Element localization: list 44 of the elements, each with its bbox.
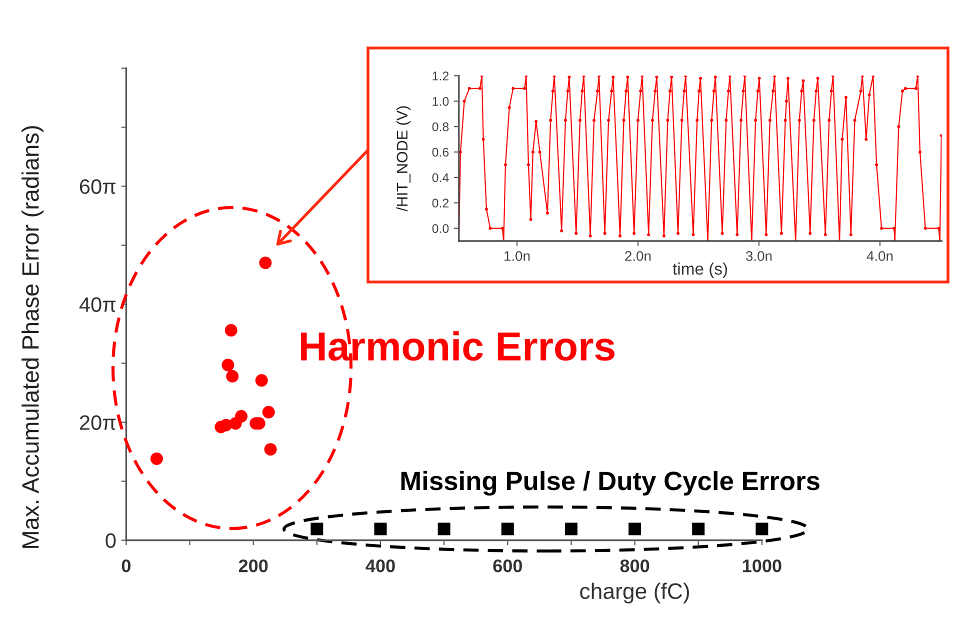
y-axis-title: /HIT_NODE (V) <box>396 106 411 212</box>
point <box>264 443 277 456</box>
x-tick-label: 200 <box>238 559 268 572</box>
point <box>310 522 324 536</box>
series-label: Missing Pulse / Duty Cycle Errors <box>401 470 820 496</box>
point <box>438 522 450 536</box>
point <box>255 374 268 387</box>
x-tick-label: 2.0n <box>625 251 651 261</box>
x-tick-label: 400 <box>366 559 395 572</box>
point <box>226 370 239 383</box>
y-tick-label: 0.2 <box>432 198 449 208</box>
y-tick-label: 0.4 <box>432 173 449 182</box>
point <box>222 358 234 372</box>
x-axis-title: charge (fC) <box>580 582 689 604</box>
point <box>150 452 163 465</box>
x-axis-title: time (s) <box>672 262 728 278</box>
x-tick-label: 800 <box>620 559 650 572</box>
x-tick-label: 0 <box>122 559 130 572</box>
point <box>692 522 705 536</box>
y-tick-label: 0.0 <box>432 224 449 233</box>
x-tick-label: 1000 <box>742 559 782 572</box>
y-tick-label: 1.0 <box>432 96 449 106</box>
x-tick-label: 3.0n <box>746 251 772 261</box>
y-axis-title: Max. Accumulated Phase Error (radians) <box>22 126 44 548</box>
y-tick-label: 0.6 <box>432 148 449 157</box>
x-tick-label: 4.0n <box>866 251 893 261</box>
point <box>262 406 275 418</box>
y-tick-label: 0.8 <box>432 122 449 132</box>
point <box>224 324 238 337</box>
y-tick-label: 1.2 <box>432 72 449 80</box>
y-tick-label: 0 <box>106 533 116 548</box>
point <box>259 256 272 270</box>
point <box>220 418 232 432</box>
y-tick-label: 40π <box>79 297 116 312</box>
point <box>628 522 642 536</box>
y-tick-label: 20π <box>80 415 116 430</box>
point <box>564 522 578 536</box>
x-tick-label: 1.0n <box>504 251 530 261</box>
y-tick-label: 60π <box>80 179 116 194</box>
series-label: Harmonic Errors <box>300 331 614 361</box>
point <box>756 522 768 536</box>
point <box>501 522 514 536</box>
point <box>374 522 387 536</box>
x-tick-label: 600 <box>493 559 522 572</box>
